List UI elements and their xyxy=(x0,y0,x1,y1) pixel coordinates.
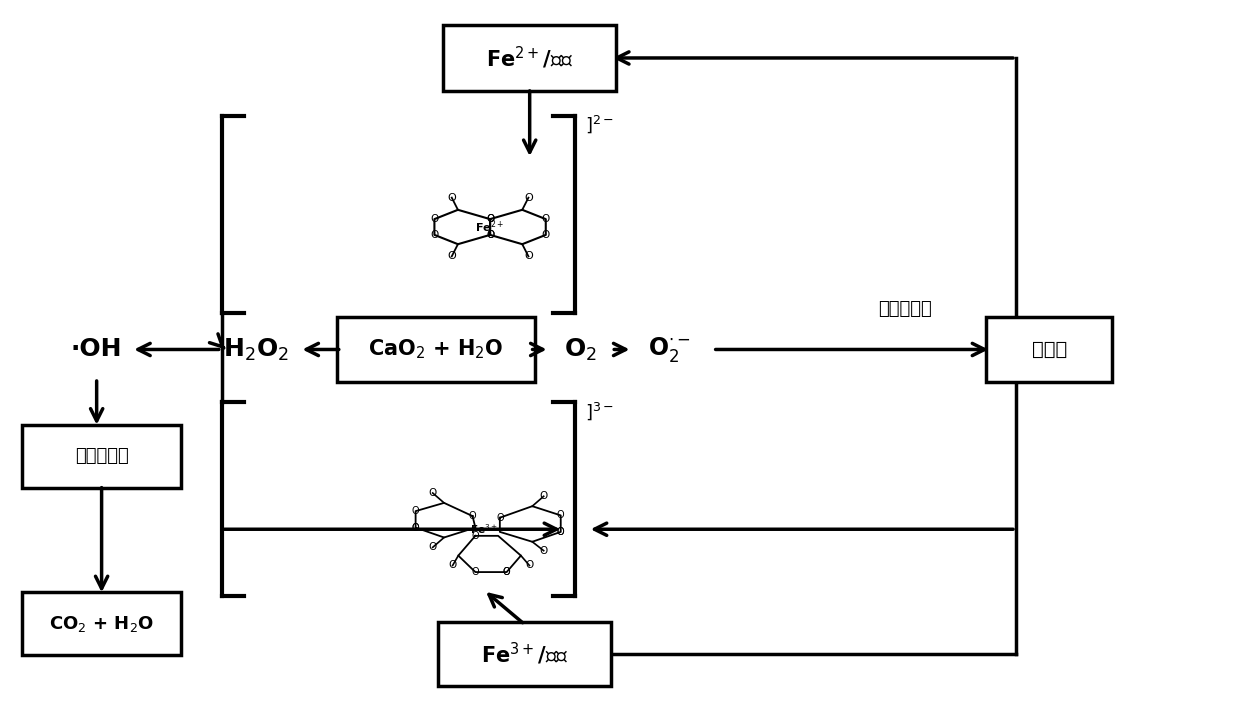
Text: O: O xyxy=(539,491,548,501)
Text: O: O xyxy=(539,546,548,556)
Text: O: O xyxy=(486,230,495,240)
Text: O: O xyxy=(469,511,476,521)
Text: 副产物: 副产物 xyxy=(1032,340,1066,359)
Text: Fe$^{3+}$/草酸: Fe$^{3+}$/草酸 xyxy=(481,641,568,667)
Text: CO$_2$ + H$_2$O: CO$_2$ + H$_2$O xyxy=(50,614,154,633)
Text: $]^{3-}$: $]^{3-}$ xyxy=(585,400,614,422)
Text: O: O xyxy=(486,214,495,224)
Text: O: O xyxy=(471,567,479,577)
Text: O: O xyxy=(542,230,549,240)
Text: O: O xyxy=(448,252,456,262)
Text: O: O xyxy=(557,527,564,537)
Text: O: O xyxy=(557,510,564,521)
FancyBboxPatch shape xyxy=(986,317,1112,382)
FancyBboxPatch shape xyxy=(22,425,181,487)
Text: O$_2^{\cdot-}$: O$_2^{\cdot-}$ xyxy=(649,335,691,364)
Text: O: O xyxy=(429,488,436,498)
Text: O: O xyxy=(503,567,511,577)
Text: O: O xyxy=(412,506,419,516)
Text: O: O xyxy=(557,527,564,537)
Text: 有机污染物: 有机污染物 xyxy=(878,301,931,319)
Text: ·OH: ·OH xyxy=(71,337,123,362)
Text: $]^{2-}$: $]^{2-}$ xyxy=(585,114,614,135)
Text: O: O xyxy=(412,523,419,533)
Text: CaO$_2$ + H$_2$O: CaO$_2$ + H$_2$O xyxy=(368,338,503,361)
Text: O: O xyxy=(526,561,533,570)
FancyBboxPatch shape xyxy=(22,592,181,655)
Text: O: O xyxy=(525,193,533,203)
Text: Fe$^{3+}$: Fe$^{3+}$ xyxy=(470,522,497,536)
Text: O: O xyxy=(412,523,419,533)
Text: O: O xyxy=(496,513,503,523)
Text: O: O xyxy=(430,214,439,224)
Text: 有机污染物: 有机污染物 xyxy=(74,447,129,465)
Text: O: O xyxy=(430,230,439,240)
Text: O: O xyxy=(486,230,495,240)
Text: O: O xyxy=(471,531,479,541)
FancyBboxPatch shape xyxy=(337,317,534,382)
Text: O: O xyxy=(486,214,495,224)
Text: O: O xyxy=(525,252,533,262)
Text: O: O xyxy=(503,567,511,577)
FancyBboxPatch shape xyxy=(443,25,616,91)
Text: O$_2$: O$_2$ xyxy=(564,336,596,362)
FancyBboxPatch shape xyxy=(438,622,611,686)
Text: Fe$^{2+}$: Fe$^{2+}$ xyxy=(475,219,505,235)
Text: O: O xyxy=(542,214,549,224)
Text: O: O xyxy=(449,561,456,570)
Text: Fe$^{2+}$/草酸: Fe$^{2+}$/草酸 xyxy=(486,45,573,71)
Text: O: O xyxy=(448,193,456,203)
Text: H$_2$O$_2$: H$_2$O$_2$ xyxy=(223,336,289,362)
Text: O: O xyxy=(429,542,436,552)
